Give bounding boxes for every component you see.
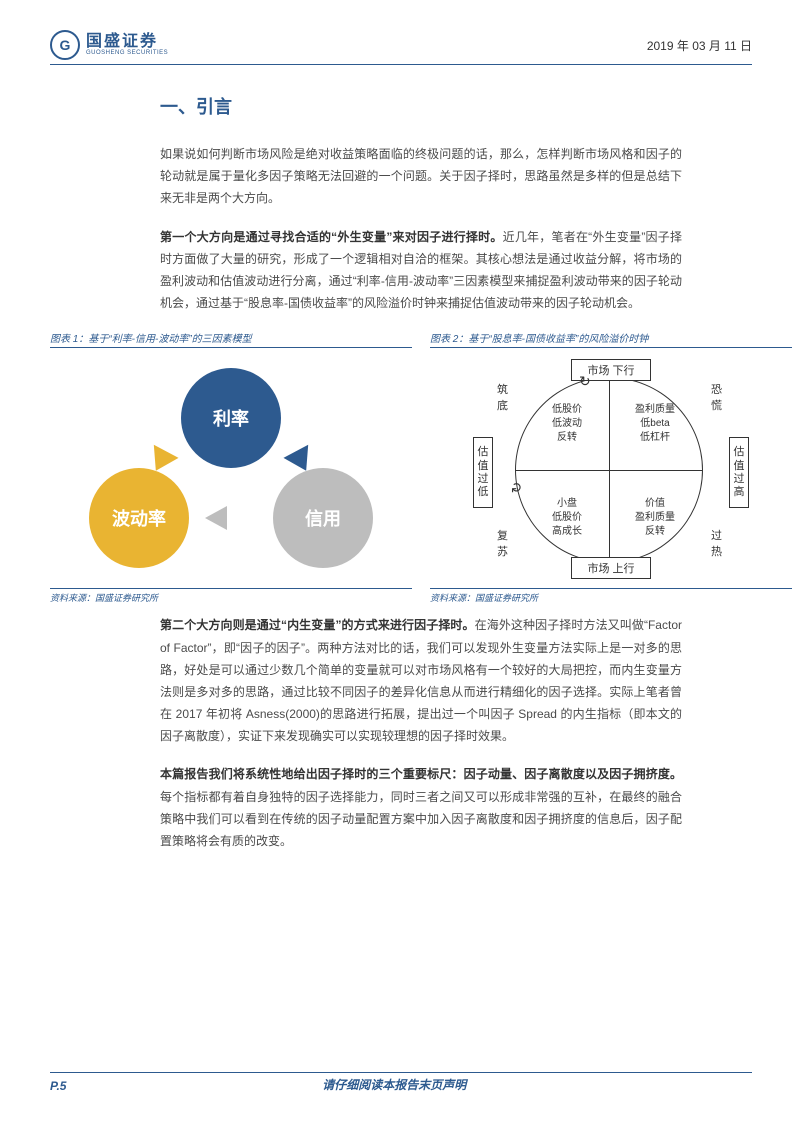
corner-tr: 恐慌 bbox=[711, 381, 725, 413]
quadrant-4: 价值盈利质量反转 bbox=[617, 497, 693, 539]
rotate-arrow-icon: ↻ bbox=[508, 482, 525, 494]
paragraph-1: 如果说如何判断市场风险是绝对收益策略面临的终极问题的话，那么，怎样判断市场风格和… bbox=[160, 143, 682, 210]
label-left: 估值过低 bbox=[473, 437, 493, 508]
header-date: 2019 年 03 月 11 日 bbox=[647, 37, 752, 54]
three-factor-diagram: 利率 波动率 信用 bbox=[81, 364, 381, 574]
content: 一、引言 如果说如何判断市场风险是绝对收益策略面临的终极问题的话，那么，怎样判断… bbox=[50, 93, 752, 1072]
figure-1-source: 资料来源：国盛证券研究所 bbox=[50, 588, 412, 604]
paragraph-4: 本篇报告我们将系统性地给出因子择时的三个重要标尺：因子动量、因子离散度以及因子拥… bbox=[160, 763, 682, 852]
arrow-icon bbox=[205, 506, 227, 530]
logo-text-cn: 国盛证券 bbox=[86, 34, 168, 50]
risk-premium-clock: 市场 下行 市场 上行 估值过低 估值过高 筑底 恐慌 复苏 过热 低股价低波动… bbox=[451, 359, 771, 579]
quadrant-2: 盈利质量低beta低杠杆 bbox=[617, 403, 693, 445]
page: G 国盛证券 GUOSHENG SECURITIES 2019 年 03 月 1… bbox=[0, 0, 802, 1133]
p3-rest: 在海外这种因子择时方法又叫做“Factor of Factor”，即“因子的因子… bbox=[160, 618, 682, 743]
figure-1-body: 利率 波动率 信用 bbox=[50, 354, 412, 584]
node-credit: 信用 bbox=[273, 468, 373, 568]
page-number: P.5 bbox=[50, 1079, 66, 1093]
corner-br: 过热 bbox=[711, 527, 725, 559]
figure-2-source: 资料来源：国盛证券研究所 bbox=[430, 588, 792, 604]
figures-row: 图表 1：基于“利率-信用-波动率”的三因素模型 利率 波动率 信用 资料来源：… bbox=[50, 330, 792, 604]
p2-bold: 第一个大方向是通过寻找合适的“外生变量”来对因子进行择时。 bbox=[160, 230, 503, 244]
section-title: 一、引言 bbox=[160, 93, 682, 119]
figure-1-title: 图表 1：基于“利率-信用-波动率”的三因素模型 bbox=[50, 330, 412, 348]
footer-disclaimer: 请仔细阅读本报告末页声明 bbox=[322, 1076, 466, 1093]
p4-bold: 本篇报告我们将系统性地给出因子择时的三个重要标尺：因子动量、因子离散度以及因子拥… bbox=[160, 767, 682, 781]
quadrant-1: 低股价低波动反转 bbox=[529, 403, 605, 445]
logo: G 国盛证券 GUOSHENG SECURITIES bbox=[50, 30, 168, 60]
figure-2-title: 图表 2：基于“股息率-国债收益率”的风险溢价时钟 bbox=[430, 330, 792, 348]
p4-rest: 每个指标都有着自身独特的因子选择能力，同时三者之间又可以形成非常强的互补，在最终… bbox=[160, 790, 682, 848]
figure-2-body: 市场 下行 市场 上行 估值过低 估值过高 筑底 恐慌 复苏 过热 低股价低波动… bbox=[430, 354, 792, 584]
corner-tl: 筑底 bbox=[497, 381, 511, 413]
page-header: G 国盛证券 GUOSHENG SECURITIES 2019 年 03 月 1… bbox=[50, 30, 752, 65]
corner-bl: 复苏 bbox=[497, 527, 511, 559]
logo-text-en: GUOSHENG SECURITIES bbox=[86, 50, 168, 56]
rotate-arrow-icon: ↻ bbox=[579, 373, 591, 390]
paragraph-2: 第一个大方向是通过寻找合适的“外生变量”来对因子进行择时。近几年，笔者在“外生变… bbox=[160, 226, 682, 315]
node-rate: 利率 bbox=[181, 368, 281, 468]
node-volatility: 波动率 bbox=[89, 468, 189, 568]
figure-1: 图表 1：基于“利率-信用-波动率”的三因素模型 利率 波动率 信用 资料来源：… bbox=[50, 330, 412, 604]
p3-bold: 第二个大方向则是通过“内生变量”的方式来进行因子择时。 bbox=[160, 618, 475, 632]
figure-2: 图表 2：基于“股息率-国债收益率”的风险溢价时钟 市场 下行 市场 上行 估值… bbox=[430, 330, 792, 604]
label-bottom: 市场 上行 bbox=[571, 557, 651, 579]
paragraph-3: 第二个大方向则是通过“内生变量”的方式来进行因子择时。在海外这种因子择时方法又叫… bbox=[160, 614, 682, 747]
logo-icon: G bbox=[50, 30, 80, 60]
quadrant-3: 小盘低股价高成长 bbox=[529, 497, 605, 539]
page-footer: P.5 请仔细阅读本报告末页声明 bbox=[50, 1072, 752, 1093]
label-right: 估值过高 bbox=[729, 437, 749, 508]
